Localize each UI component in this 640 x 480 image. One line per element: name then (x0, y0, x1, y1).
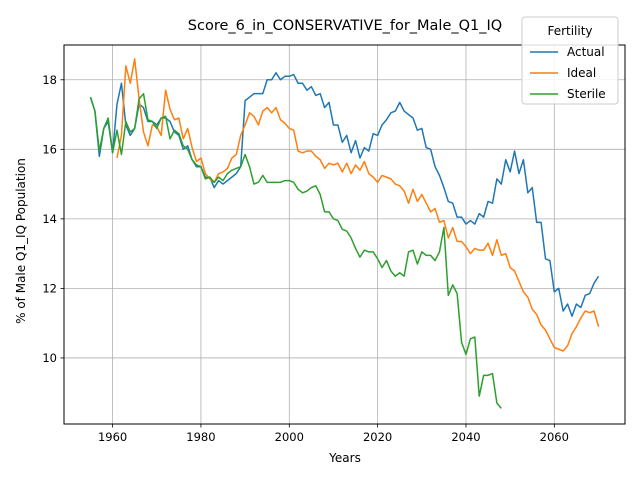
y-axis-ticks: 10 12 14 16 18 (42, 73, 64, 365)
legend: Fertility Actual Ideal Sterile (521, 16, 619, 105)
legend-label-sterile: Sterile (567, 87, 606, 101)
legend-title: Fertility (547, 24, 592, 38)
y-tick-label: 14 (42, 212, 57, 226)
y-axis-label: % of Male Q1_IQ Population (14, 158, 28, 324)
y-tick-label: 16 (42, 142, 57, 156)
x-tick-label: 2020 (363, 430, 392, 444)
legend-label-ideal: Ideal (567, 66, 596, 80)
plot-area (63, 44, 626, 425)
legend-label-actual: Actual (567, 45, 605, 59)
chart-title: Score_6_in_CONSERVATIVE_for_Male_Q1_IQ (188, 18, 502, 34)
y-tick-label: 10 (42, 351, 57, 365)
legend-items: Actual Ideal Sterile (530, 45, 606, 101)
x-tick-label: 2000 (275, 430, 304, 444)
x-tick-label: 1960 (98, 430, 127, 444)
x-tick-label: 1980 (186, 430, 215, 444)
y-tick-label: 18 (42, 73, 57, 87)
x-axis-label: Years (328, 451, 361, 465)
x-axis-ticks: 1960 1980 2000 2020 2040 2060 (98, 424, 569, 444)
series-layer (89, 58, 600, 409)
y-tick-label: 12 (42, 281, 57, 295)
series-line-sterile (89, 92, 502, 409)
x-tick-label: 2060 (540, 430, 569, 444)
series-line-ideal (116, 58, 600, 352)
series-line-actual (89, 72, 600, 317)
grid-lines (64, 45, 625, 424)
legend-box (521, 16, 619, 105)
x-tick-label: 2040 (451, 430, 480, 444)
